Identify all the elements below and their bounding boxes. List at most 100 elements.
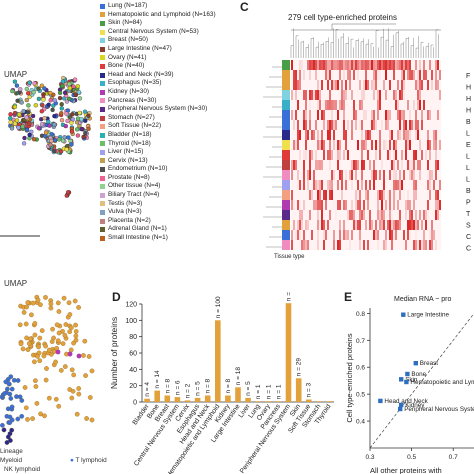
bar-value-label: n = 18 xyxy=(235,367,242,386)
umap-point xyxy=(69,395,75,401)
bar-value-label: n = 8 xyxy=(205,378,212,393)
heatmap-cell xyxy=(343,60,345,70)
legend-item: Central Nervous System (N=53) xyxy=(100,28,235,37)
heatmap-cell xyxy=(309,110,311,120)
heatmap-cell xyxy=(399,170,401,180)
legend-item: Cervix (N=13) xyxy=(100,157,235,166)
bar xyxy=(184,400,191,402)
heatmap-cell xyxy=(383,60,385,70)
heatmap-cell xyxy=(299,60,301,70)
heatmap-cell xyxy=(297,170,299,180)
heatmap-cell xyxy=(413,70,415,80)
heatmap-cell xyxy=(383,140,385,150)
heatmap-cell xyxy=(437,200,439,210)
heatmap-cell xyxy=(439,70,441,80)
heatmap-cell xyxy=(429,180,431,190)
umap-point xyxy=(42,86,47,91)
heatmap-cell xyxy=(375,150,377,160)
heatmap-cell xyxy=(333,240,335,250)
umap-point xyxy=(52,98,57,103)
umap-point xyxy=(61,295,67,301)
heatmap-cell xyxy=(301,240,303,250)
heatmap-cell xyxy=(391,60,393,70)
heatmap-cell xyxy=(435,70,437,80)
heatmap-cell xyxy=(403,190,405,200)
heatmap-cell xyxy=(309,120,311,130)
heatmap-cell xyxy=(377,230,379,240)
heatmap-cell xyxy=(351,180,353,190)
umap-point xyxy=(40,103,45,108)
heatmap-cell xyxy=(417,160,419,170)
heatmap-cell xyxy=(325,70,327,80)
heatmap-cell xyxy=(425,70,427,80)
heatmap-cell xyxy=(299,130,301,140)
legend-swatch xyxy=(100,46,105,52)
heatmap-cell xyxy=(359,240,361,250)
umap-point xyxy=(74,127,80,132)
heatmap-cell xyxy=(415,110,417,120)
heatmap-cell xyxy=(391,230,393,240)
heatmap-cell xyxy=(415,210,417,220)
umap-point xyxy=(41,353,47,359)
bar-value-label: n = 4 xyxy=(144,382,151,397)
heatmap-cell xyxy=(291,110,293,120)
heatmap-cell xyxy=(311,90,313,100)
legend-swatch xyxy=(100,124,105,130)
heatmap-cell xyxy=(335,210,337,220)
heatmap-cell xyxy=(427,110,429,120)
umap-point xyxy=(74,411,80,417)
umap-point xyxy=(31,90,36,95)
heatmap-cell xyxy=(399,60,401,70)
legend-item: Bone (N=40) xyxy=(100,62,235,71)
umap-point xyxy=(9,126,15,131)
heatmap-cell xyxy=(399,180,401,190)
heatmap-cell xyxy=(375,120,377,130)
legend-label: Breast (N=50) xyxy=(108,36,148,44)
heatmap-cell xyxy=(329,180,331,190)
legend-item: Hematopoietic and Lymphoid (N=163) xyxy=(100,11,235,20)
legend-label: Ovary (N=41) xyxy=(108,53,147,61)
umap-point xyxy=(34,401,40,406)
heatmap-cell xyxy=(353,60,355,70)
lineage-item-myeloid: Myeloid xyxy=(0,457,23,464)
heatmap-cell xyxy=(425,150,427,160)
heatmap-cell xyxy=(399,90,401,100)
heatmap-cell xyxy=(437,60,439,70)
heatmap-cell xyxy=(293,70,295,80)
umap-point xyxy=(73,329,79,334)
heatmap-cell xyxy=(305,140,307,150)
heatmap-cell xyxy=(303,160,305,170)
heatmap-cell xyxy=(365,140,367,150)
heatmap-cell xyxy=(359,80,361,90)
heatmap-cell xyxy=(343,200,345,210)
heatmap-cell xyxy=(381,120,383,130)
umap-point xyxy=(7,414,13,420)
legend-label: Stomach (N=27) xyxy=(108,113,155,121)
heatmap-cell xyxy=(435,80,437,90)
heatmap-cell xyxy=(305,120,307,130)
umap-point xyxy=(48,305,54,311)
umap-point xyxy=(21,141,27,146)
heatmap-cell xyxy=(427,170,429,180)
heatmap-cell xyxy=(361,150,363,160)
heatmap-cell xyxy=(423,60,425,70)
heatmap-cell xyxy=(413,100,415,110)
legend-item: Large Intestine (N=47) xyxy=(100,45,235,54)
umap-point xyxy=(76,305,81,310)
umap-point xyxy=(5,434,11,440)
heatmap-cell xyxy=(377,200,379,210)
heatmap-cell xyxy=(429,230,431,240)
heatmap-cell xyxy=(375,170,377,180)
heatmap-cell xyxy=(409,220,411,230)
heatmap-cell xyxy=(301,210,303,220)
heatmap-cell xyxy=(323,220,325,230)
heatmap-cell xyxy=(345,140,347,150)
heatmap-cell xyxy=(431,230,433,240)
heatmap-cell xyxy=(291,160,293,170)
heatmap-cell xyxy=(381,160,383,170)
heatmap-cell xyxy=(403,110,405,120)
heatmap-cell xyxy=(401,70,403,80)
heatmap-cell xyxy=(305,220,307,230)
heatmap-cell xyxy=(385,70,387,80)
umap-point xyxy=(46,102,51,107)
